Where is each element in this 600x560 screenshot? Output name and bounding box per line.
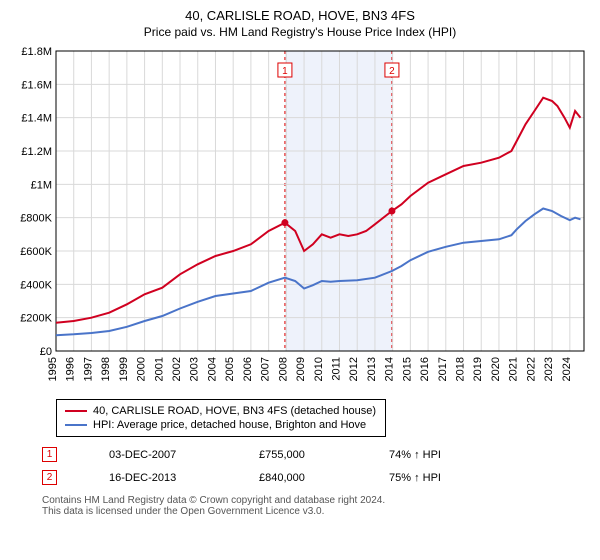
legend-item: HPI: Average price, detached house, Brig…: [65, 418, 377, 432]
chart-legend: 40, CARLISLE ROAD, HOVE, BN3 4FS (detach…: [56, 399, 386, 437]
svg-text:2002: 2002: [171, 357, 183, 381]
footer-line2: This data is licensed under the Open Gov…: [42, 506, 592, 517]
title-line2: Price paid vs. HM Land Registry's House …: [8, 25, 592, 39]
svg-text:£200K: £200K: [20, 313, 52, 325]
svg-text:2022: 2022: [525, 357, 537, 381]
legend-swatch: [65, 424, 87, 426]
svg-text:2016: 2016: [419, 357, 431, 381]
data-point-price: £840,000: [259, 472, 349, 484]
svg-text:2019: 2019: [472, 357, 484, 381]
legend-item: 40, CARLISLE ROAD, HOVE, BN3 4FS (detach…: [65, 404, 377, 418]
svg-text:1999: 1999: [118, 357, 130, 381]
svg-text:2017: 2017: [437, 357, 449, 381]
data-point-price: £755,000: [259, 449, 349, 461]
svg-text:£1.4M: £1.4M: [21, 113, 52, 125]
legend-label: HPI: Average price, detached house, Brig…: [93, 419, 366, 431]
svg-text:2003: 2003: [189, 357, 201, 381]
svg-text:2004: 2004: [206, 357, 218, 381]
svg-text:1997: 1997: [82, 357, 94, 381]
svg-text:2010: 2010: [313, 357, 325, 381]
title-line1: 40, CARLISLE ROAD, HOVE, BN3 4FS: [8, 8, 592, 23]
svg-text:£1.2M: £1.2M: [21, 146, 52, 158]
svg-text:2012: 2012: [348, 357, 360, 381]
svg-text:1: 1: [282, 66, 288, 77]
svg-text:£1.6M: £1.6M: [21, 79, 52, 91]
legend-swatch: [65, 410, 87, 412]
chart-container: £0 £200K £400K £600K £800K £1M £1.2M £1.4M £1.6M…: [8, 43, 592, 395]
svg-text:£800K: £800K: [20, 213, 52, 225]
svg-text:2011: 2011: [330, 357, 342, 381]
chart-title-block: 40, CARLISLE ROAD, HOVE, BN3 4FS Price p…: [8, 8, 592, 39]
legend-label: 40, CARLISLE ROAD, HOVE, BN3 4FS (detach…: [93, 405, 376, 417]
svg-text:2024: 2024: [561, 357, 573, 381]
data-point-date: 03-DEC-2007: [109, 449, 219, 461]
svg-text:£600K: £600K: [20, 246, 52, 258]
data-point-date: 16-DEC-2013: [109, 472, 219, 484]
data-point-delta: 74% ↑ HPI: [389, 449, 441, 461]
svg-text:2020: 2020: [490, 357, 502, 381]
svg-text:2015: 2015: [401, 357, 413, 381]
license-footer: Contains HM Land Registry data © Crown c…: [42, 495, 592, 517]
data-point-row: 1 03-DEC-2007 £755,000 74% ↑ HPI: [42, 443, 592, 466]
svg-text:2001: 2001: [153, 357, 165, 381]
svg-text:2009: 2009: [295, 357, 307, 381]
svg-text:£1M: £1M: [31, 179, 52, 191]
svg-text:2008: 2008: [277, 357, 289, 381]
svg-text:£0: £0: [40, 346, 52, 358]
svg-text:2006: 2006: [242, 357, 254, 381]
svg-text:2007: 2007: [260, 357, 272, 381]
svg-text:2023: 2023: [543, 357, 555, 381]
data-point-delta: 75% ↑ HPI: [389, 472, 441, 484]
svg-text:2014: 2014: [384, 357, 396, 381]
svg-text:1996: 1996: [65, 357, 77, 381]
data-point-row: 2 16-DEC-2013 £840,000 75% ↑ HPI: [42, 466, 592, 489]
line-chart: £0 £200K £400K £600K £800K £1M £1.2M £1.4M £1.6M…: [8, 43, 592, 395]
svg-text:2005: 2005: [224, 357, 236, 381]
svg-text:2: 2: [389, 66, 395, 77]
svg-text:2000: 2000: [136, 357, 148, 381]
svg-text:1998: 1998: [100, 357, 112, 381]
svg-text:2021: 2021: [508, 357, 520, 381]
svg-text:2013: 2013: [366, 357, 378, 381]
svg-text:£400K: £400K: [20, 279, 52, 291]
svg-text:£1.8M: £1.8M: [21, 46, 52, 58]
marker-index-icon: 1: [42, 447, 57, 462]
data-point-table: 1 03-DEC-2007 £755,000 74% ↑ HPI 2 16-DEC-201…: [42, 443, 592, 489]
footer-line1: Contains HM Land Registry data © Crown c…: [42, 495, 592, 506]
svg-text:1995: 1995: [47, 357, 59, 381]
marker-index-icon: 2: [42, 470, 57, 485]
svg-text:2018: 2018: [455, 357, 467, 381]
